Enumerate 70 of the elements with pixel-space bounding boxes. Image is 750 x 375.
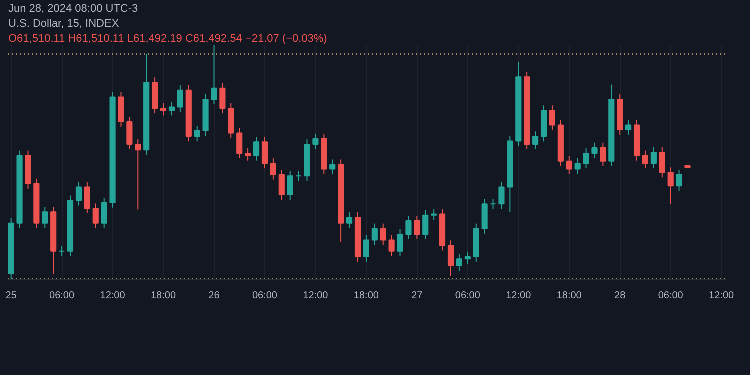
text: O61,510.11 H61,510.11 L61,492.19 C61,492.54 −21.07 (−0.03%) xyxy=(8,33,328,45)
candlestick xyxy=(498,182,505,210)
candlestick xyxy=(583,148,590,170)
candlestick xyxy=(160,103,167,116)
x-tick-label: 06:00 xyxy=(50,290,75,302)
candlestick xyxy=(270,158,276,180)
candlestick xyxy=(135,139,142,210)
candlestick xyxy=(262,136,268,170)
candlestick xyxy=(566,156,572,175)
x-tick-label: 12:00 xyxy=(303,290,329,302)
candlestick xyxy=(676,169,682,192)
x-tick-label: 26 xyxy=(208,290,220,302)
candlestick xyxy=(84,182,90,214)
candlestick xyxy=(253,136,260,162)
x-tick-label: 25 xyxy=(6,290,18,302)
candlestick xyxy=(220,82,226,114)
x-tick-label: 18:00 xyxy=(151,290,176,302)
candlestick xyxy=(448,240,454,277)
candlestick xyxy=(668,167,674,205)
candlestick xyxy=(296,170,302,182)
candlestick xyxy=(330,159,336,175)
candlestick xyxy=(42,206,48,229)
candlestick xyxy=(346,212,353,229)
x-tick-label: 18:00 xyxy=(556,290,582,302)
candlestick xyxy=(92,203,99,229)
candlestick xyxy=(490,198,496,210)
x-tick-label: 06:00 xyxy=(658,290,684,302)
candlestick xyxy=(168,102,176,116)
candlestick xyxy=(406,216,412,240)
x-tick-label: 12:00 xyxy=(506,290,532,302)
x-tick-label: 27 xyxy=(412,290,424,302)
candlestick xyxy=(549,105,556,131)
candlestick xyxy=(211,46,218,105)
candlestick xyxy=(642,150,649,170)
x-tick-label: 28 xyxy=(614,290,626,302)
candlestick xyxy=(76,182,82,206)
candlestick xyxy=(236,128,243,160)
candlestick xyxy=(194,125,200,142)
candlestick xyxy=(101,198,108,229)
candlestick xyxy=(592,142,598,160)
x-tick-label: 06:00 xyxy=(252,290,278,302)
x-tick-label: 06:00 xyxy=(455,290,481,302)
candlestick xyxy=(431,208,438,221)
x-tick-label: 12:00 xyxy=(709,290,735,302)
candlestick xyxy=(532,131,539,150)
candlestick xyxy=(126,116,133,150)
candlestick xyxy=(414,216,420,240)
candlestick xyxy=(380,223,386,246)
x-tick-label: 18:00 xyxy=(354,290,380,302)
candlestick xyxy=(600,142,606,167)
candlestick xyxy=(278,169,285,201)
chart-subtitle: U.S. Dollar, 15, INDEX xyxy=(8,18,120,30)
candlestick xyxy=(422,210,429,240)
candlestick xyxy=(372,223,378,246)
candlestick xyxy=(287,170,294,201)
candlestick xyxy=(312,133,319,150)
chart-title: Jun 28, 2024 08:00 UTC-3 xyxy=(8,3,138,15)
candlestick xyxy=(650,146,657,170)
x-tick-label: 12:00 xyxy=(100,290,126,302)
candlestick xyxy=(659,146,666,178)
candlestick xyxy=(464,251,471,265)
candlestick xyxy=(397,228,404,257)
candlestick xyxy=(626,120,632,136)
candlestick xyxy=(59,246,66,257)
candlestick xyxy=(245,148,252,162)
candlestick xyxy=(363,234,370,262)
candlestick xyxy=(177,85,184,113)
candlestick xyxy=(456,254,462,272)
candlestick xyxy=(388,234,395,257)
candlestick xyxy=(574,158,581,175)
